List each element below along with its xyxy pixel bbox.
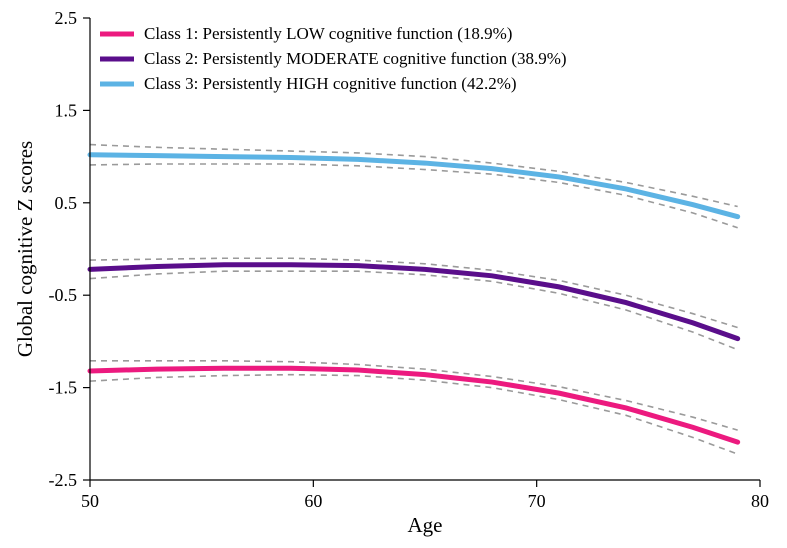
x-tick-label: 80: [751, 491, 769, 511]
x-axis-title: Age: [408, 513, 443, 537]
y-tick-label: 0.5: [55, 193, 78, 213]
class2-legend-label: Class 2: Persistently MODERATE cognitive…: [144, 49, 567, 68]
chart-container: 50 60 70 80 -2.5 -1.5 -0.5 0.5 1.5 2.5 Age Global c…: [0, 0, 787, 548]
legend: Class 1: Persistently LOW cognitive func…: [100, 24, 567, 93]
x-tick-label: 50: [81, 491, 99, 511]
x-tick-label: 70: [528, 491, 546, 511]
y-tick-label: -1.5: [49, 378, 78, 398]
y-tick-label: 1.5: [55, 100, 78, 120]
y-axis-title: Global cognitive Z scores: [13, 141, 37, 357]
y-tick-label: 2.5: [55, 8, 78, 28]
x-tick-label: 60: [304, 491, 322, 511]
y-tick-label: -0.5: [49, 285, 78, 305]
class3-legend-label: Class 3: Persistently HIGH cognitive fun…: [144, 74, 517, 93]
cognitive-trajectory-chart: 50 60 70 80 -2.5 -1.5 -0.5 0.5 1.5 2.5 Age Global c…: [0, 0, 787, 548]
class1-legend-label: Class 1: Persistently LOW cognitive func…: [144, 24, 512, 43]
y-tick-label: -2.5: [49, 470, 78, 490]
